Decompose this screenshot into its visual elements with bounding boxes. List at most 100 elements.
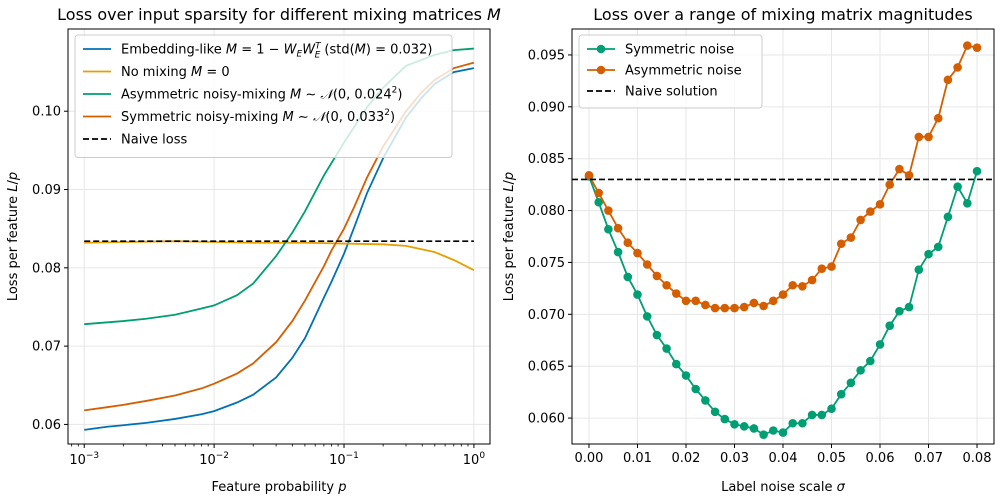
data-point bbox=[895, 306, 904, 316]
data-point bbox=[953, 182, 962, 191]
data-point bbox=[924, 132, 933, 142]
y-tick-label: 0.09 bbox=[32, 183, 61, 198]
data-point bbox=[769, 296, 778, 306]
data-point bbox=[701, 396, 710, 405]
data-point bbox=[691, 296, 700, 306]
y-axis-label: Loss per feature L/p bbox=[502, 172, 517, 301]
x-tick-label: 0.01 bbox=[623, 451, 652, 466]
y-tick-label: 0.080 bbox=[528, 204, 565, 219]
y-tick-label: 0.10 bbox=[32, 105, 61, 120]
data-point bbox=[652, 271, 662, 281]
right-chart-panel: 0.00 0.01 0.02 0.03 0.04 0.05 0.06 0.07 0.08 0.06… bbox=[502, 5, 995, 495]
y-tick-label: 0.090 bbox=[528, 100, 565, 115]
data-point bbox=[963, 199, 972, 208]
data-point bbox=[759, 301, 768, 311]
y-tick-label: 0.070 bbox=[528, 308, 565, 323]
legend-label: Symmetric noise bbox=[625, 43, 734, 58]
x-tick-label: 0.03 bbox=[720, 451, 749, 466]
data-point bbox=[895, 164, 904, 174]
data-point bbox=[623, 238, 633, 248]
data-point bbox=[594, 197, 603, 207]
x-tick-label: 0.06 bbox=[866, 451, 895, 466]
series-group bbox=[572, 41, 994, 439]
data-point bbox=[759, 430, 768, 439]
data-point bbox=[769, 426, 778, 435]
data-point bbox=[613, 247, 623, 257]
data-point bbox=[817, 264, 827, 273]
data-point bbox=[788, 418, 797, 428]
left-chart-panel: 10−3 10−2 10−1 100 0.06 0.07 0.08 0.09 0.10 Loss … bbox=[6, 5, 501, 495]
data-point bbox=[662, 280, 671, 290]
data-point bbox=[623, 272, 633, 282]
x-tick-label: 0.05 bbox=[817, 451, 846, 466]
legend-label: Embedding-like M = 1 − WEWT E (std(M) = 0… bbox=[121, 42, 432, 61]
data-point bbox=[720, 303, 730, 313]
data-point bbox=[788, 280, 797, 290]
y-tick-label: 0.08 bbox=[32, 261, 61, 276]
data-point bbox=[730, 303, 739, 313]
data-point bbox=[691, 384, 700, 394]
x-axis-label: Feature probability p bbox=[211, 480, 346, 495]
data-point bbox=[943, 212, 953, 222]
axes-frame bbox=[67, 28, 491, 445]
legend-label: Naive solution bbox=[625, 85, 718, 100]
x-tick-label: 0.00 bbox=[575, 451, 604, 466]
data-point bbox=[914, 132, 924, 142]
data-point bbox=[875, 200, 885, 209]
data-point bbox=[710, 407, 720, 417]
data-point bbox=[681, 296, 691, 306]
data-point bbox=[739, 302, 749, 312]
data-point bbox=[604, 224, 613, 234]
data-point bbox=[836, 389, 846, 399]
data-point bbox=[594, 188, 603, 198]
data-point bbox=[701, 300, 710, 310]
data-point bbox=[875, 340, 885, 349]
data-point bbox=[642, 312, 652, 321]
y-tick-label: 0.085 bbox=[528, 152, 565, 167]
data-point bbox=[827, 262, 836, 271]
data-point bbox=[778, 290, 788, 299]
legend-label: Symmetric noisy-mixing M ∼ 𝒩(0, 0.0332) bbox=[121, 108, 395, 125]
data-point bbox=[972, 166, 982, 176]
data-point bbox=[904, 302, 914, 312]
y-tick-label: 0.075 bbox=[528, 256, 565, 271]
x-tick-label: 0.04 bbox=[769, 451, 798, 466]
y-tick-label: 0.07 bbox=[32, 340, 61, 355]
data-point bbox=[633, 290, 642, 299]
chart-title: Loss over a range of mixing matrix magni… bbox=[593, 5, 972, 24]
x-tick-label: 10−3 bbox=[69, 451, 99, 468]
data-point bbox=[584, 170, 594, 180]
data-point bbox=[778, 428, 788, 437]
data-point bbox=[671, 359, 681, 369]
data-point bbox=[943, 75, 953, 85]
x-tick-label: 0.02 bbox=[672, 451, 701, 466]
x-tick-label: 0.08 bbox=[963, 451, 992, 466]
legend-label: Naive loss bbox=[121, 133, 187, 148]
y-tick-label: 0.065 bbox=[528, 360, 565, 375]
x-tick-label: 10−1 bbox=[329, 451, 359, 468]
data-point bbox=[642, 260, 652, 269]
data-point bbox=[604, 206, 613, 215]
data-point bbox=[817, 410, 827, 420]
x-tick-label: 10−2 bbox=[199, 451, 229, 468]
data-point bbox=[866, 356, 875, 366]
data-point bbox=[963, 41, 972, 50]
legend: Symmetric noise Asymmetric noise Naive sol… bbox=[578, 34, 763, 109]
legend-marker bbox=[596, 65, 606, 75]
legend-label: Asymmetric noisy-mixing M ∼ 𝒩(0, 0.0242) bbox=[121, 86, 402, 103]
data-point bbox=[866, 207, 875, 216]
legend: Embedding-like M = 1 − WEWT E (std(M) = 0… bbox=[74, 34, 453, 158]
data-point bbox=[846, 233, 856, 242]
y-tick-label: 0.06 bbox=[32, 418, 61, 433]
legend-label: No mixing M = 0 bbox=[121, 65, 230, 80]
data-point bbox=[904, 170, 914, 180]
data-point bbox=[633, 248, 642, 258]
data-point bbox=[720, 414, 730, 424]
data-point bbox=[924, 249, 933, 259]
data-point bbox=[885, 180, 895, 189]
legend-box bbox=[74, 34, 453, 158]
y-tick-label: 0.095 bbox=[528, 48, 565, 63]
data-point bbox=[933, 113, 943, 123]
data-point bbox=[739, 422, 749, 431]
